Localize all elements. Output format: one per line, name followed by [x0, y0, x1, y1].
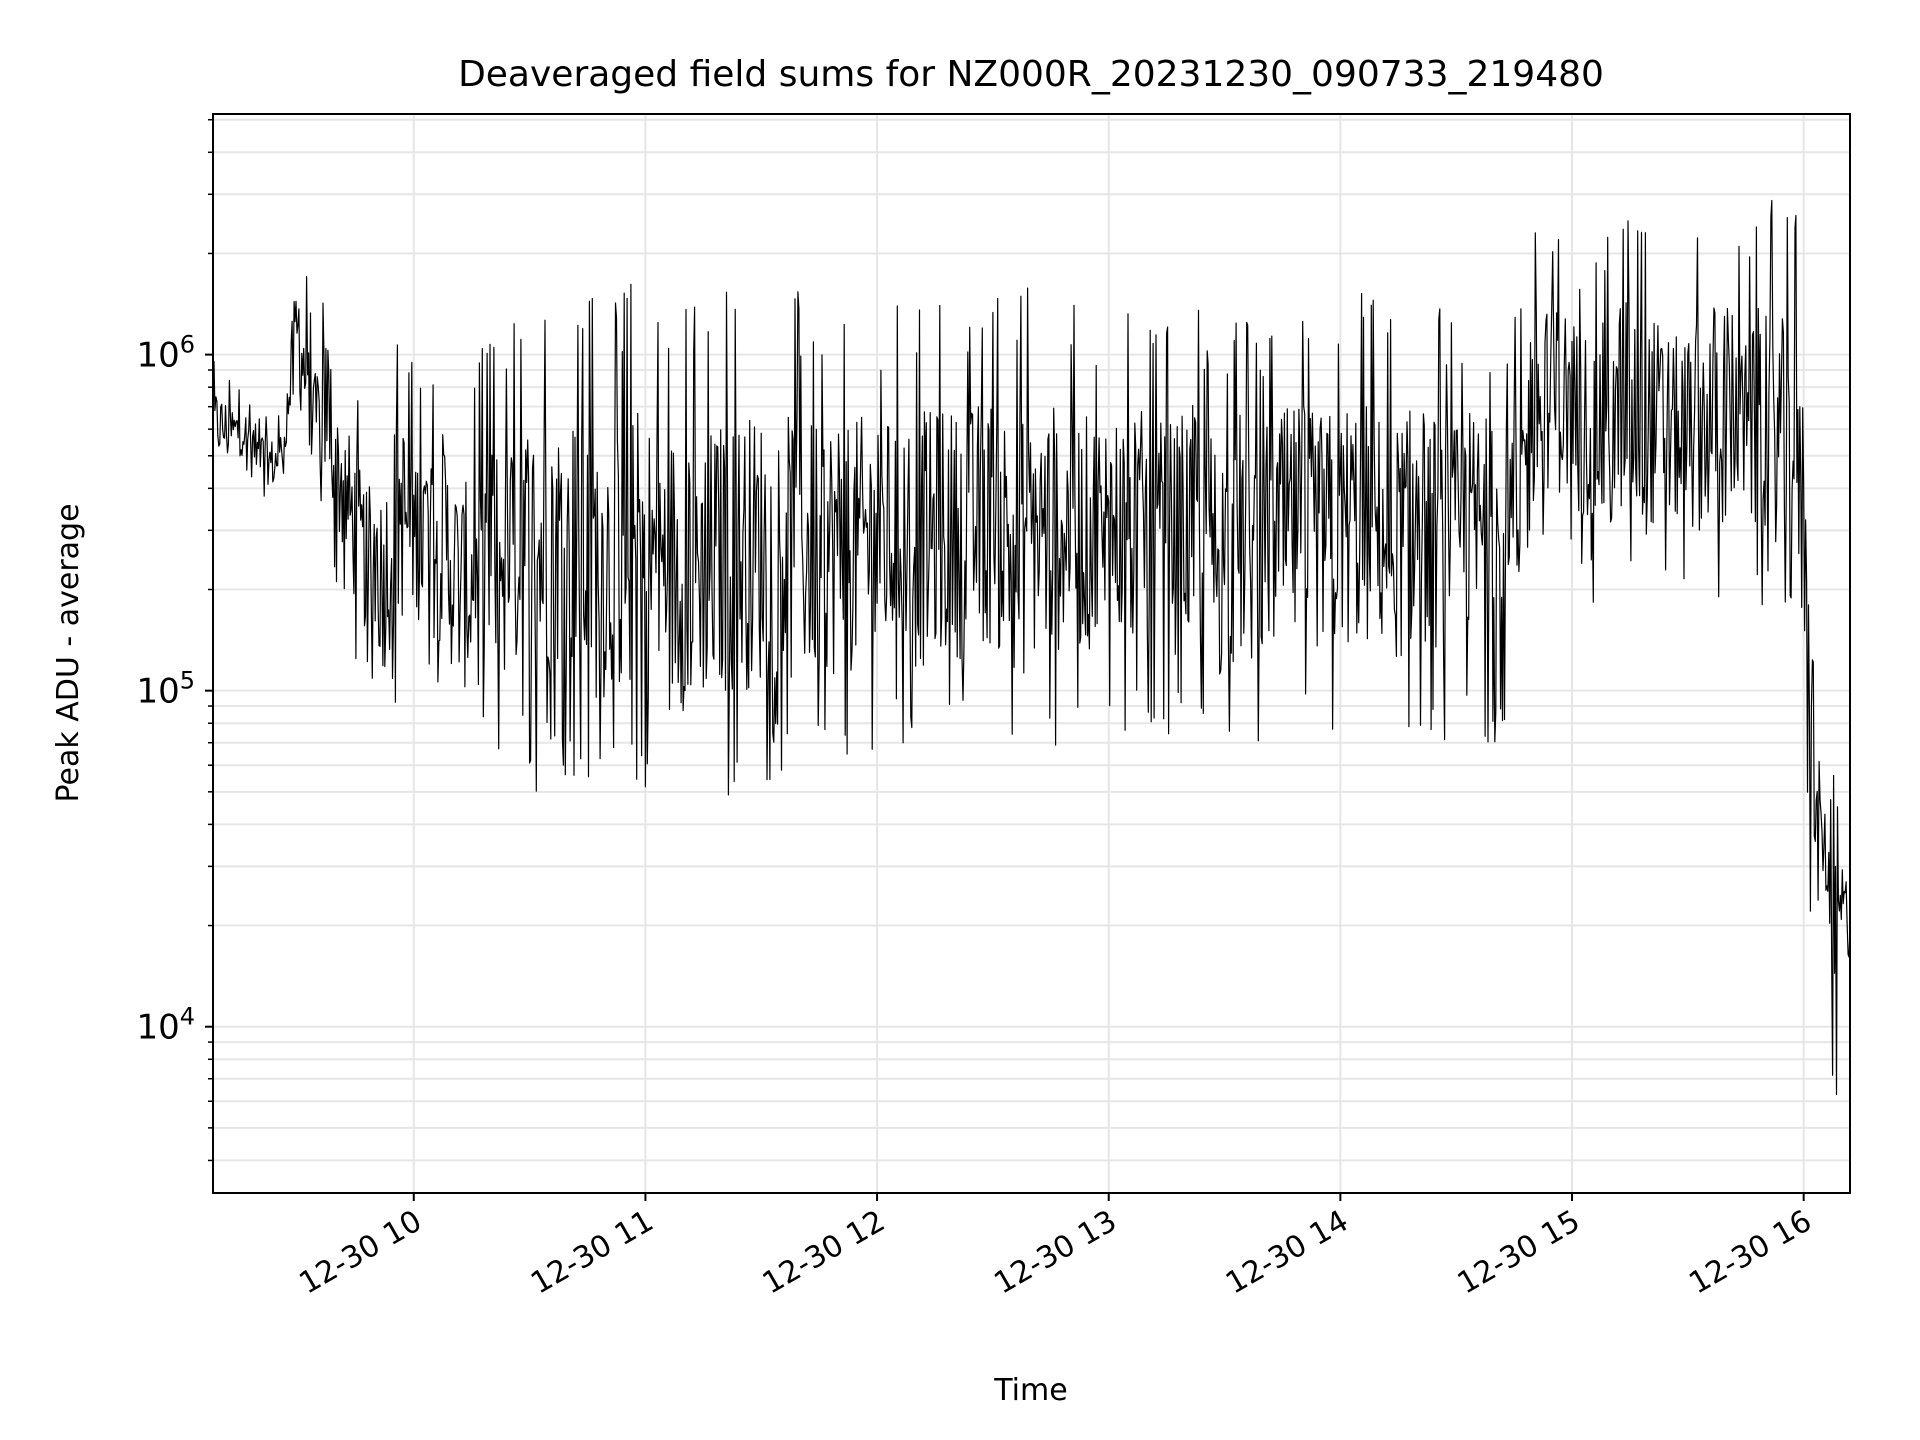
y-axis-label: Peak ADU - average — [51, 503, 86, 802]
chart-title: Deaveraged field sums for NZ000R_2023123… — [458, 54, 1604, 95]
y-tick-label: 105 — [136, 667, 195, 712]
y-axis-ticks: 104 105 106 — [136, 118, 213, 1162]
series-polyline — [212, 199, 1851, 1096]
x-axis-label: Time — [993, 1373, 1067, 1408]
plot-frame — [212, 113, 1851, 1194]
y-tick-label: 104 — [136, 1003, 195, 1048]
y-tick-label: 106 — [136, 331, 195, 376]
series-line — [212, 199, 1851, 1096]
